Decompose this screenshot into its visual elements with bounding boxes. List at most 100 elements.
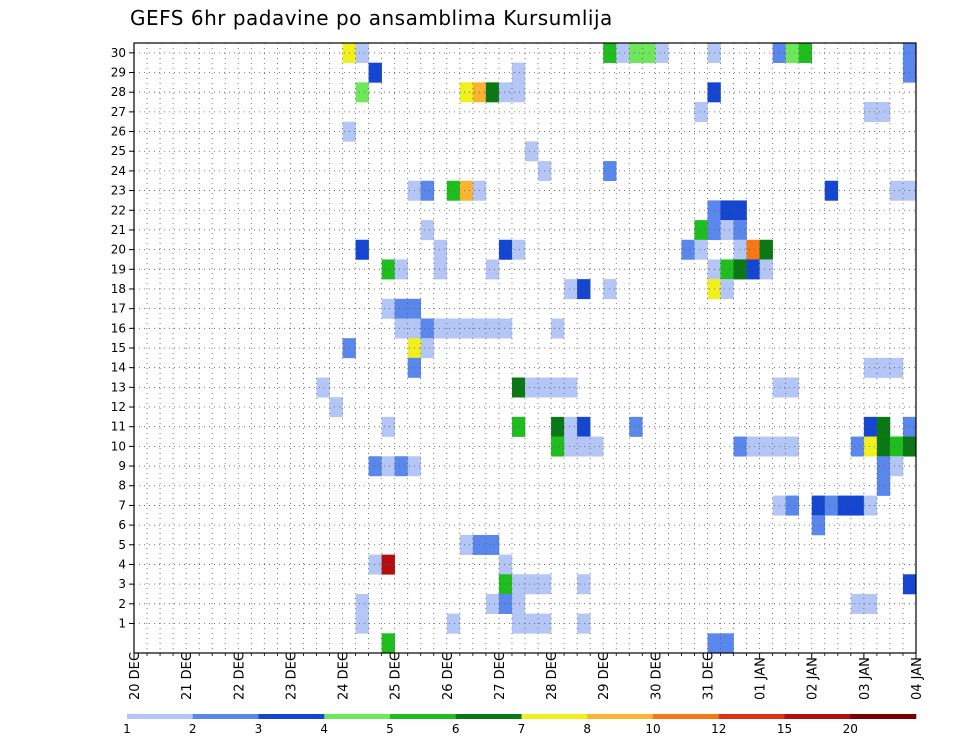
- heatmap-cell: [694, 102, 708, 123]
- heatmap-cell: [329, 397, 343, 418]
- heatmap-cell: [824, 495, 839, 516]
- y-tick-label: 6: [118, 518, 126, 532]
- heatmap-cell: [577, 613, 591, 634]
- heatmap-cell: [511, 82, 526, 103]
- heatmap-cell: [525, 613, 539, 634]
- heatmap-cell: [368, 62, 382, 83]
- y-tick-label: 21: [111, 223, 126, 237]
- heatmap-cell: [485, 259, 500, 280]
- x-tick-label: 30 DEC: [649, 652, 664, 700]
- heatmap-cell: [863, 357, 878, 378]
- heatmap-cell: [785, 377, 799, 398]
- heatmap-cell: [876, 436, 891, 457]
- heatmap-cell: [485, 534, 500, 555]
- colorbar-segment: [718, 714, 785, 719]
- colorbar-segment: [521, 714, 588, 719]
- heatmap-cell: [381, 633, 395, 654]
- x-tick-label: 22 DEC: [232, 652, 247, 700]
- heatmap-cell: [785, 436, 799, 457]
- y-tick-label: 1: [118, 616, 126, 630]
- heatmap-cell: [759, 239, 773, 260]
- y-tick-label: 14: [111, 361, 126, 375]
- heatmap-cell: [368, 456, 382, 477]
- y-tick-label: 29: [111, 66, 126, 80]
- x-tick-label: 29 DEC: [597, 652, 612, 700]
- heatmap-cell: [551, 436, 565, 457]
- heatmap-cell: [511, 239, 526, 260]
- heatmap-cell: [459, 82, 474, 103]
- heatmap-cell: [733, 200, 747, 221]
- heatmap-cell: [759, 259, 773, 280]
- heatmap-cell: [629, 43, 643, 63]
- y-tick-label: 5: [118, 538, 126, 552]
- y-tick-label: 16: [111, 321, 126, 335]
- heatmap-cell: [863, 495, 878, 516]
- heatmap-cell: [368, 554, 382, 575]
- y-tick-label: 3: [118, 577, 126, 591]
- heatmap-cell: [850, 495, 865, 516]
- heatmap-cell: [850, 593, 865, 614]
- heatmap-cell: [433, 318, 448, 339]
- heatmap-cell: [889, 436, 904, 457]
- x-tick-label: 25 DEC: [389, 652, 404, 700]
- colorbar-label: 7: [518, 722, 526, 736]
- heatmap-cell: [551, 318, 565, 339]
- y-tick-label: 23: [111, 184, 126, 198]
- heatmap-cell: [355, 43, 369, 63]
- heatmap-cell: [511, 416, 526, 437]
- heatmap-cell: [420, 180, 435, 201]
- colorbar-segment: [324, 714, 391, 719]
- heatmap-cell: [381, 298, 395, 319]
- heatmap-cell: [485, 593, 500, 614]
- y-tick-label: 8: [118, 479, 126, 493]
- colorbar-segment: [587, 714, 654, 719]
- chart-title: GEFS 6hr padavine po ansamblima Kursumli…: [130, 6, 613, 30]
- y-tick-label: 19: [111, 262, 126, 276]
- heatmap-cell: [420, 318, 435, 339]
- heatmap-cell: [629, 416, 643, 437]
- heatmap-cell: [355, 239, 369, 260]
- heatmap-cell: [889, 357, 904, 378]
- heatmap-cell: [394, 259, 408, 280]
- heatmap-cell: [694, 220, 708, 241]
- heatmap-cell: [720, 259, 734, 280]
- y-tick-label: 25: [111, 144, 126, 158]
- heatmap-cell: [720, 220, 734, 241]
- heatmap-cell: [876, 102, 891, 123]
- heatmap-cell: [355, 593, 369, 614]
- y-tick-label: 28: [111, 85, 126, 99]
- heatmap-cell: [381, 416, 395, 437]
- heatmap-cell: [811, 495, 826, 516]
- heatmap-cell: [733, 220, 747, 241]
- heatmap-cell: [485, 318, 500, 339]
- heatmap-cell: [525, 141, 539, 162]
- heatmap-cell: [616, 43, 630, 63]
- colorbar-label: 10: [645, 722, 660, 736]
- colorbar-label: 3: [255, 722, 263, 736]
- colorbar-segment: [850, 714, 917, 719]
- heatmap-cell: [707, 633, 721, 654]
- colorbar-label: 4: [320, 722, 328, 736]
- heatmap-cell: [459, 318, 474, 339]
- heatmap-cell: [551, 377, 565, 398]
- heatmap-cell: [733, 239, 747, 260]
- x-tick-label: 27 DEC: [493, 652, 508, 700]
- heatmap-cell: [798, 43, 813, 63]
- heatmap-cell: [590, 436, 604, 457]
- heatmap-cell: [733, 259, 747, 280]
- heatmap-cell: [564, 416, 578, 437]
- colorbar-segment: [390, 714, 457, 719]
- heatmap-cell: [577, 279, 591, 300]
- heatmap-cell: [863, 593, 878, 614]
- y-tick-label: 9: [118, 459, 126, 473]
- heatmap-cell: [433, 259, 448, 280]
- colorbar-segment: [127, 714, 194, 719]
- x-tick-label: 04 JAN: [910, 657, 925, 700]
- heatmap-cell: [511, 593, 526, 614]
- heatmap-cell: [394, 298, 408, 319]
- y-tick-label: 22: [111, 203, 126, 217]
- heatmap-cell: [746, 239, 760, 260]
- heatmap-cell: [498, 239, 513, 260]
- heatmap-cell: [720, 200, 734, 221]
- colorbar-segment: [653, 714, 720, 719]
